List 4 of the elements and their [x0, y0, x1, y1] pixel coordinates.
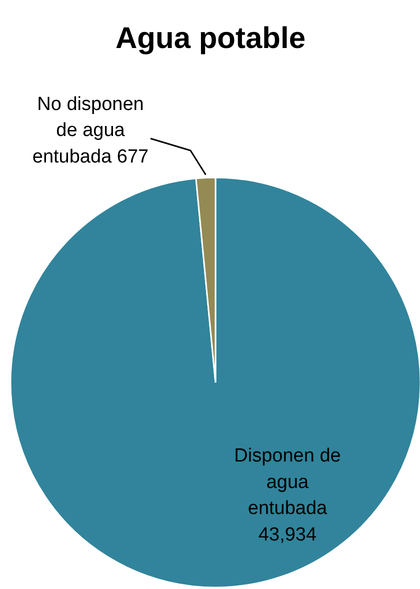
- data-label: 43,934: [258, 524, 317, 546]
- slice-label: Disponen de agua entubada: [234, 446, 341, 520]
- slice-label: No disponen de agua entubada 677: [32, 94, 149, 168]
- chart-title: Agua potable: [116, 22, 306, 55]
